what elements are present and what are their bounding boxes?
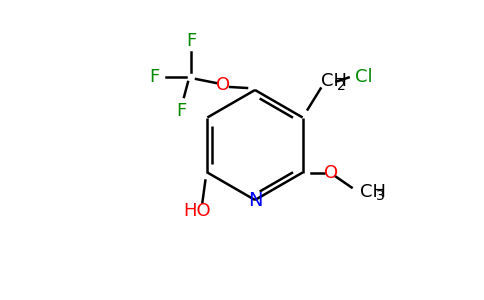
Text: O: O [216,76,230,94]
Text: CH: CH [320,71,347,89]
Text: 2: 2 [337,79,346,92]
Text: N: N [248,190,262,209]
Text: CH: CH [360,182,386,200]
Text: F: F [149,68,159,86]
Text: 3: 3 [376,188,384,203]
Text: HO: HO [183,202,211,220]
Text: F: F [176,102,186,120]
Text: O: O [324,164,338,181]
Text: Cl: Cl [355,68,373,86]
Text: F: F [186,32,196,50]
